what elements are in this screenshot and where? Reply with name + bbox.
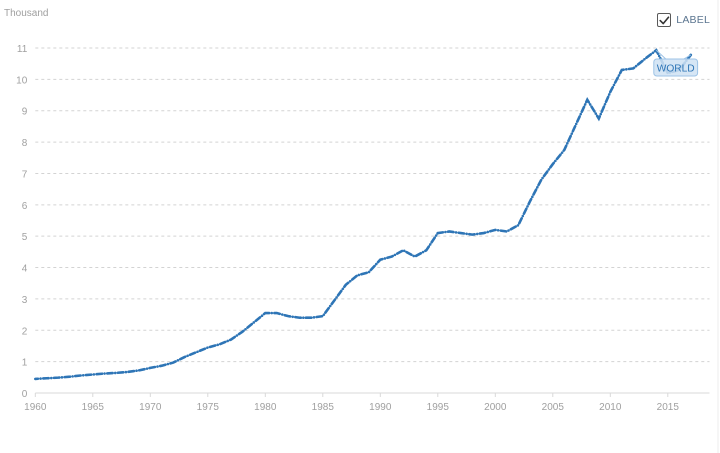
svg-text:4: 4 — [22, 264, 28, 275]
svg-text:9: 9 — [22, 107, 28, 118]
svg-text:1975: 1975 — [197, 402, 220, 413]
svg-text:3: 3 — [22, 295, 28, 306]
svg-text:8: 8 — [22, 138, 28, 149]
svg-text:2: 2 — [22, 326, 28, 337]
svg-text:5: 5 — [22, 232, 28, 243]
svg-text:2010: 2010 — [599, 402, 622, 413]
svg-text:1970: 1970 — [139, 402, 162, 413]
svg-text:11: 11 — [17, 44, 28, 55]
svg-text:2005: 2005 — [542, 402, 565, 413]
svg-text:7: 7 — [22, 169, 28, 180]
svg-text:0: 0 — [22, 389, 28, 400]
svg-text:1985: 1985 — [312, 402, 335, 413]
svg-text:1990: 1990 — [369, 402, 392, 413]
svg-text:1965: 1965 — [82, 402, 105, 413]
svg-text:1995: 1995 — [427, 402, 450, 413]
svg-text:2015: 2015 — [657, 402, 680, 413]
svg-text:1: 1 — [22, 358, 28, 369]
svg-text:1960: 1960 — [24, 402, 47, 413]
svg-text:10: 10 — [16, 75, 28, 86]
svg-text:WORLD: WORLD — [657, 63, 695, 74]
svg-text:1980: 1980 — [254, 402, 277, 413]
svg-text:6: 6 — [22, 201, 28, 212]
svg-text:2000: 2000 — [484, 402, 507, 413]
